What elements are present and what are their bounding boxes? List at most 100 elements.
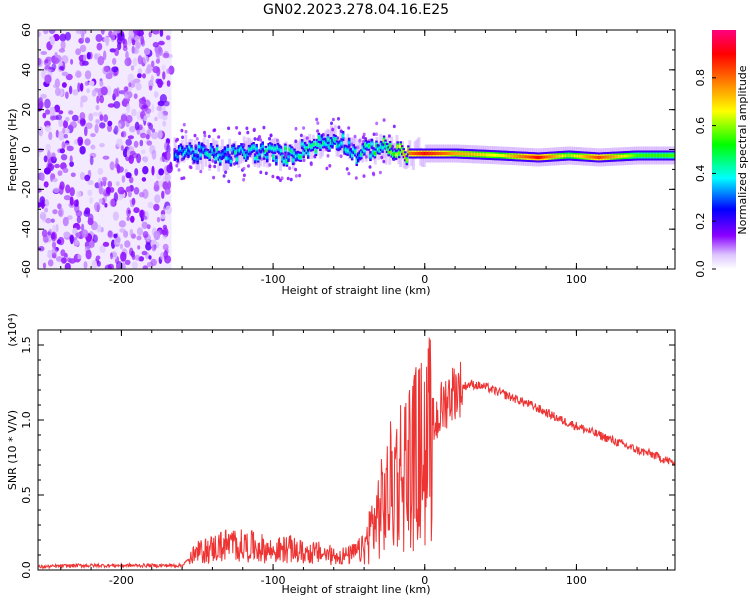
noise-blob [145, 108, 152, 114]
track-peak [294, 155, 298, 158]
track-speck [337, 117, 340, 121]
track-peak [514, 154, 518, 158]
x-tick-label: 100 [566, 273, 587, 286]
noise-blob [151, 60, 155, 68]
track-peak [546, 155, 550, 159]
y-tick-label: 0.0 [20, 561, 33, 579]
noise-blob [142, 231, 149, 238]
track-peak [498, 153, 501, 157]
track-speck [175, 163, 179, 168]
track-speck [177, 168, 181, 172]
track-peak [311, 144, 314, 148]
noise-blob [151, 104, 155, 113]
noise-blob [101, 176, 108, 182]
noise-blob [137, 73, 142, 79]
noise-blob [109, 48, 116, 53]
track-peak [617, 154, 621, 158]
noise-blob [119, 243, 123, 250]
track-peak [214, 157, 217, 160]
track-peak [273, 147, 277, 151]
track-peak [539, 155, 542, 159]
track-peak [407, 148, 410, 152]
noise-blob [131, 197, 136, 206]
track-peak [235, 157, 239, 161]
track-peak [558, 154, 562, 158]
noise-blob [162, 71, 166, 80]
noise-blob [142, 166, 149, 175]
track-peak [501, 154, 504, 158]
track-peak [284, 147, 287, 151]
track-halo [415, 139, 419, 158]
noise-blob [83, 54, 87, 63]
track-peak [469, 152, 472, 156]
track-peak [185, 148, 189, 152]
track-peak [472, 152, 475, 156]
noise-blob [44, 125, 52, 132]
noise-blob [62, 127, 66, 134]
track-peak [592, 155, 595, 159]
track-speck [392, 124, 396, 129]
track-peak [601, 155, 604, 159]
track-peak [437, 152, 440, 155]
noise-blob [115, 181, 120, 187]
track-peak [654, 154, 657, 157]
track-peak [645, 154, 648, 157]
noise-blob [74, 239, 80, 246]
colorbar-tick-label: 0.2 [694, 212, 707, 230]
track-peak [191, 154, 195, 157]
track-peak [666, 154, 669, 157]
noise-blob [162, 100, 170, 107]
noise-blob [135, 82, 142, 91]
noise-blob [99, 80, 104, 87]
noise-blob [63, 195, 71, 201]
noise-blob [166, 80, 171, 87]
track-peak [537, 156, 540, 159]
track-halo [251, 146, 255, 165]
track-halo [359, 137, 363, 156]
track-peak [492, 153, 495, 157]
track-peak [464, 152, 468, 156]
noise-blob [142, 265, 148, 269]
track-peak [651, 154, 654, 157]
noise-blob [124, 57, 132, 67]
noise-blob [52, 241, 57, 249]
track-speck [245, 126, 249, 131]
noise-blob [84, 70, 92, 80]
noise-blob [156, 105, 162, 112]
track-peak [212, 151, 216, 155]
noise-blob [112, 57, 117, 65]
colorbar-tick-label: 0.0 [694, 260, 707, 278]
track-peak [310, 145, 313, 149]
noise-blob [147, 122, 152, 127]
track-peak [361, 146, 365, 150]
track-speck [347, 126, 351, 130]
y-tick-label: 0 [20, 146, 33, 153]
noise-blob [143, 115, 147, 122]
track-peak [540, 155, 543, 159]
noise-blob [75, 232, 81, 238]
track-peak [549, 155, 553, 159]
track-peak [523, 155, 527, 159]
track-speck [259, 170, 263, 175]
track-speck [375, 121, 379, 126]
noise-blob [70, 58, 74, 65]
track-peak [587, 155, 591, 159]
track-peak [652, 154, 656, 157]
noise-blob [89, 196, 94, 204]
track-peak [226, 148, 230, 151]
track-peak [300, 142, 304, 146]
track-speck [247, 164, 250, 168]
noise-blob [89, 155, 94, 166]
noise-blob [54, 78, 61, 88]
noise-blob [52, 177, 58, 183]
track-peak [454, 152, 457, 155]
noise-blob [90, 144, 96, 150]
track-peak [463, 152, 466, 156]
track-peak [432, 152, 436, 155]
track-speck [235, 126, 239, 130]
track-peak [441, 152, 445, 155]
track-speck [181, 135, 185, 140]
noise-blob [141, 250, 148, 256]
track-peak [657, 154, 660, 157]
